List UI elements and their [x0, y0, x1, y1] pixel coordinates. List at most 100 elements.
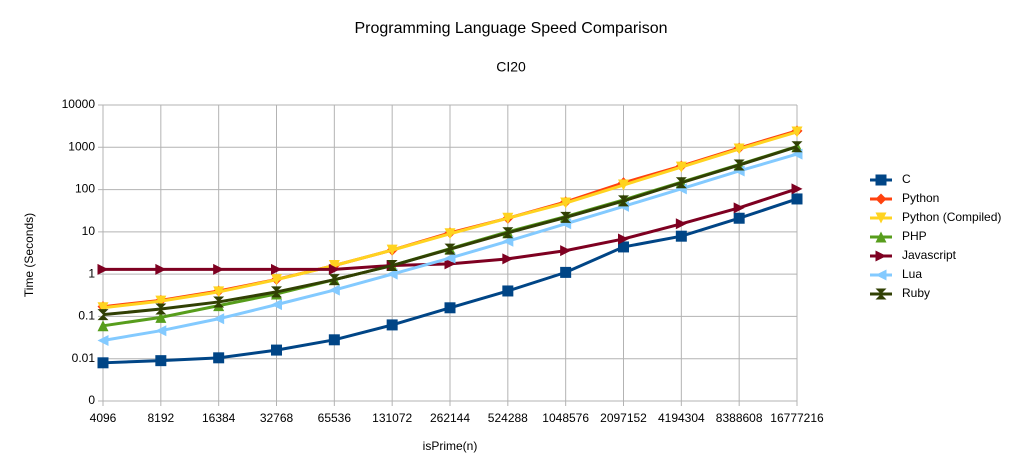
point [444, 252, 456, 264]
chart-subtitle: CI20 [496, 59, 526, 75]
point [502, 227, 514, 239]
point [213, 352, 225, 364]
point [328, 274, 340, 286]
point [791, 126, 803, 138]
x-tick-label: 2097152 [600, 411, 647, 425]
point [502, 285, 514, 297]
point [444, 258, 456, 270]
point [155, 303, 167, 315]
point [328, 260, 340, 272]
point [733, 143, 745, 155]
legend-marker [875, 174, 887, 186]
point [386, 244, 398, 256]
point [155, 311, 167, 323]
x-tick-label: 262144 [430, 411, 470, 425]
x-tick-label: 131072 [372, 411, 412, 425]
legend-marker [875, 288, 887, 300]
x-tick-label: 16384 [202, 411, 236, 425]
point [271, 344, 282, 356]
point [791, 193, 803, 205]
legend-marker [875, 269, 887, 281]
chart-title: Programming Language Speed Comparison [354, 20, 667, 37]
legend-marker [875, 212, 887, 224]
point [155, 355, 167, 367]
y-tick-label: 100 [75, 182, 95, 196]
legend-label: PHP [902, 229, 927, 243]
point [733, 159, 745, 171]
x-tick-label: 1048576 [542, 411, 589, 425]
point [386, 260, 398, 272]
point [155, 295, 167, 307]
point [502, 212, 514, 224]
point [444, 243, 456, 255]
x-axis-label: isPrime(n) [423, 439, 478, 453]
x-tick-label: 8388608 [716, 411, 763, 425]
point [502, 235, 514, 247]
point [560, 245, 572, 257]
legend-label: Ruby [902, 286, 930, 300]
legend-label: Python [902, 191, 939, 205]
x-tick-label: 524288 [488, 411, 528, 425]
point [97, 334, 109, 346]
point [328, 284, 340, 296]
point [213, 313, 225, 325]
y-axis-label: Time (Seconds) [22, 213, 36, 297]
y-tick-label: 0 [88, 393, 95, 407]
point [560, 266, 572, 278]
point [791, 183, 803, 195]
point [97, 309, 109, 321]
point [386, 319, 398, 331]
point [444, 302, 456, 314]
y-tick-label: 0.1 [78, 309, 95, 323]
y-tick-label: 1000 [68, 139, 95, 153]
point [618, 179, 629, 191]
point [675, 218, 687, 230]
point [618, 241, 629, 253]
point [271, 274, 282, 286]
point [675, 230, 687, 242]
point [97, 263, 109, 275]
point [213, 263, 225, 275]
point [791, 141, 803, 153]
legend-marker [875, 231, 887, 243]
y-tick-label: 10 [82, 224, 96, 238]
point [733, 202, 745, 214]
x-tick-label: 4096 [90, 411, 117, 425]
point [271, 299, 282, 311]
x-tick-label: 8192 [147, 411, 174, 425]
legend-marker [875, 193, 887, 205]
point [97, 302, 109, 314]
point [213, 296, 225, 308]
point [271, 286, 282, 298]
point [97, 357, 109, 369]
y-tick-label: 0.01 [72, 351, 96, 365]
y-tick-label: 10000 [62, 97, 96, 111]
point [155, 263, 167, 275]
point [328, 263, 340, 275]
x-tick-label: 16777216 [770, 411, 824, 425]
point [444, 228, 456, 240]
point [733, 212, 745, 224]
point [328, 334, 340, 346]
point [271, 263, 282, 275]
point [386, 268, 398, 280]
point [155, 325, 167, 337]
point [675, 177, 687, 189]
legend-label: C [902, 172, 911, 186]
x-tick-label: 65536 [318, 411, 352, 425]
x-tick-label: 32768 [260, 411, 294, 425]
legend-label: Python (Compiled) [902, 210, 1001, 224]
legend-label: Lua [902, 267, 922, 281]
legend-marker [875, 250, 887, 262]
point [560, 211, 572, 223]
point [675, 161, 687, 173]
point [97, 320, 109, 332]
legend-label: Javascript [902, 248, 957, 262]
x-tick-label: 4194304 [658, 411, 705, 425]
point [213, 286, 225, 298]
y-tick-label: 1 [88, 266, 95, 280]
point [502, 253, 514, 265]
point [618, 195, 629, 207]
